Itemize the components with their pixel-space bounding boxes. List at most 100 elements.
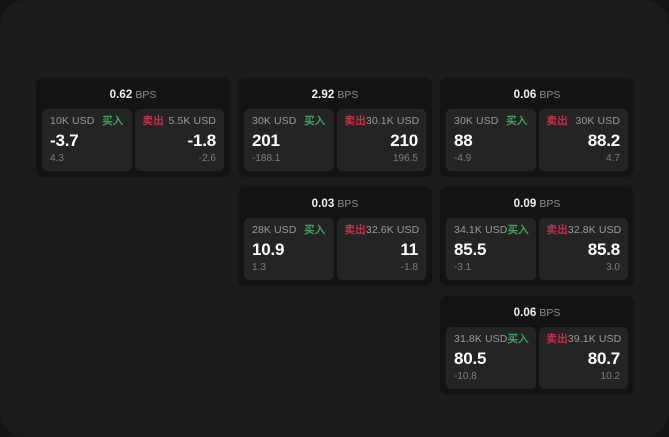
sell-price: -1.8 [187, 130, 217, 150]
buy-panel-header: 28K USD 买入 [252, 225, 326, 236]
buy-side-label: 买入 [102, 115, 124, 127]
sell-panel[interactable]: 卖出 5.5K USD -1.8 -2.6 [134, 109, 224, 171]
sell-panel-header: 卖出 32.6K USD [344, 224, 420, 236]
buy-panel-header: 30K USD 买入 [252, 116, 326, 127]
sell-side-label: 卖出 [546, 333, 568, 345]
buy-panel-header: 34.1K USD 买入 [454, 224, 529, 236]
sell-delta: -2.6 [198, 153, 216, 164]
buy-panel[interactable]: 30K USD 买入 88 -4.9 [446, 109, 536, 171]
panel-pair: 28K USD 买入 10.9 1.3 卖出 32.6K USD 11 -1.8 [244, 218, 426, 280]
panel-pair: 30K USD 买入 201 -188.1 卖出 30.1K USD 210 196.5 [244, 109, 426, 171]
buy-side-label: 买入 [304, 115, 326, 127]
buy-size-label: 10K USD [50, 115, 95, 127]
buy-delta: -4.9 [454, 153, 472, 164]
sell-price: 85.8 [587, 239, 620, 259]
buy-delta: 1.3 [252, 262, 266, 273]
quote-card[interactable]: 0.06 BPS 31.8K USD 买入 80.5 -10.8 卖出 39.1K USD 80… [440, 296, 634, 395]
card-header: 0.62 BPS [42, 84, 224, 109]
buy-side-label: 买入 [304, 224, 326, 236]
bps-value: 0.03 [311, 198, 335, 210]
sell-size-label: 30.1K USD [365, 115, 420, 127]
buy-price: 10.9 [252, 239, 285, 259]
buy-delta: -3.1 [454, 262, 472, 273]
column-2: 2.92 BPS 30K USD 买入 201 -188.1 卖出 30.1K USD 210 1… [238, 78, 432, 286]
bps-value: 0.09 [513, 198, 537, 210]
buy-side-label: 买入 [507, 333, 529, 345]
sell-panel[interactable]: 卖出 30.1K USD 210 196.5 [336, 109, 426, 171]
buy-price: 201 [252, 130, 280, 150]
card-header: 0.03 BPS [244, 193, 426, 218]
sell-panel-header: 卖出 5.5K USD [143, 116, 217, 127]
sell-delta: 3.0 [606, 262, 620, 273]
sell-panel-header: 卖出 32.8K USD [546, 224, 622, 236]
panel-pair: 34.1K USD 买入 85.5 -3.1 卖出 32.8K USD 85.8 3.0 [446, 218, 628, 280]
bps-unit-label: BPS [337, 198, 359, 210]
buy-price: 85.5 [454, 239, 487, 259]
sell-size-label: 5.5K USD [168, 115, 216, 127]
sell-panel[interactable]: 卖出 39.1K USD 80.7 10.2 [538, 327, 628, 389]
buy-panel[interactable]: 34.1K USD 买入 85.5 -3.1 [446, 218, 536, 280]
bps-unit-label: BPS [539, 307, 561, 319]
bps-unit-label: BPS [539, 198, 561, 210]
buy-panel[interactable]: 30K USD 买入 201 -188.1 [244, 109, 334, 171]
buy-panel[interactable]: 28K USD 买入 10.9 1.3 [244, 218, 334, 280]
sell-price: 80.7 [587, 348, 620, 368]
sell-size-label: 32.6K USD [365, 224, 420, 236]
sell-side-label: 卖出 [344, 115, 366, 127]
buy-size-label: 34.1K USD [454, 224, 508, 236]
bps-value: 2.92 [311, 89, 335, 101]
buy-panel[interactable]: 10K USD 买入 -3.7 4.3 [42, 109, 132, 171]
buy-panel-header: 31.8K USD 买入 [454, 333, 529, 345]
card-header: 0.06 BPS [446, 302, 628, 327]
quote-card[interactable]: 0.62 BPS 10K USD 买入 -3.7 4.3 卖出 5.5K USD -1.8 -2.… [36, 78, 230, 177]
sell-price: 88.2 [587, 130, 620, 150]
bps-unit-label: BPS [337, 89, 359, 101]
bps-value: 0.06 [513, 307, 537, 319]
quote-card[interactable]: 0.06 BPS 30K USD 买入 88 -4.9 卖出 30K USD 88.2 4.7 [440, 78, 634, 177]
buy-size-label: 30K USD [454, 115, 499, 127]
buy-price: 88 [454, 130, 473, 150]
buy-size-label: 31.8K USD [454, 333, 508, 345]
buy-panel-header: 30K USD 买入 [454, 116, 528, 127]
card-header: 0.06 BPS [446, 84, 628, 109]
quote-card[interactable]: 0.03 BPS 28K USD 买入 10.9 1.3 卖出 32.6K USD 11 -1.8 [238, 187, 432, 286]
sell-delta: 196.5 [392, 153, 418, 164]
card-header: 0.09 BPS [446, 193, 628, 218]
buy-price: -3.7 [50, 130, 79, 150]
bps-value: 0.62 [109, 89, 133, 101]
buy-size-label: 28K USD [252, 224, 297, 236]
sell-panel[interactable]: 卖出 32.6K USD 11 -1.8 [336, 218, 426, 280]
sell-panel-header: 卖出 30K USD [547, 116, 621, 127]
panel-pair: 30K USD 买入 88 -4.9 卖出 30K USD 88.2 4.7 [446, 109, 628, 171]
buy-size-label: 30K USD [252, 115, 297, 127]
buy-delta: 4.3 [50, 153, 64, 164]
buy-delta: -10.8 [454, 371, 477, 382]
quote-card[interactable]: 2.92 BPS 30K USD 买入 201 -188.1 卖出 30.1K USD 210 1… [238, 78, 432, 177]
sell-side-label: 卖出 [344, 224, 366, 236]
sell-delta: 10.2 [600, 371, 620, 382]
sell-delta: -1.8 [400, 262, 418, 273]
column-1: 0.62 BPS 10K USD 买入 -3.7 4.3 卖出 5.5K USD -1.8 -2.… [36, 78, 230, 177]
panel-pair: 10K USD 买入 -3.7 4.3 卖出 5.5K USD -1.8 -2.6 [42, 109, 224, 171]
sell-panel[interactable]: 卖出 32.8K USD 85.8 3.0 [538, 218, 628, 280]
sell-panel[interactable]: 卖出 30K USD 88.2 4.7 [538, 109, 628, 171]
buy-panel[interactable]: 31.8K USD 买入 80.5 -10.8 [446, 327, 536, 389]
buy-side-label: 买入 [507, 224, 529, 236]
quote-card[interactable]: 0.09 BPS 34.1K USD 买入 85.5 -3.1 卖出 32.8K USD 85.… [440, 187, 634, 286]
buy-delta: -188.1 [252, 153, 281, 164]
sell-price: 11 [400, 239, 418, 259]
sell-delta: 4.7 [606, 153, 620, 164]
buy-panel-header: 10K USD 买入 [50, 116, 124, 127]
quote-board: 0.62 BPS 10K USD 买入 -3.7 4.3 卖出 5.5K USD -1.8 -2.… [36, 78, 636, 395]
bps-unit-label: BPS [539, 89, 561, 101]
sell-size-label: 32.8K USD [567, 224, 622, 236]
column-3: 0.06 BPS 30K USD 买入 88 -4.9 卖出 30K USD 88.2 4.7 0.… [440, 78, 634, 395]
buy-price: 80.5 [454, 348, 487, 368]
sell-panel-header: 卖出 30.1K USD [344, 115, 420, 127]
card-header: 2.92 BPS [244, 84, 426, 109]
sell-side-label: 卖出 [546, 224, 568, 236]
bps-value: 0.06 [513, 89, 537, 101]
buy-side-label: 买入 [506, 115, 528, 127]
sell-side-label: 卖出 [546, 115, 568, 127]
